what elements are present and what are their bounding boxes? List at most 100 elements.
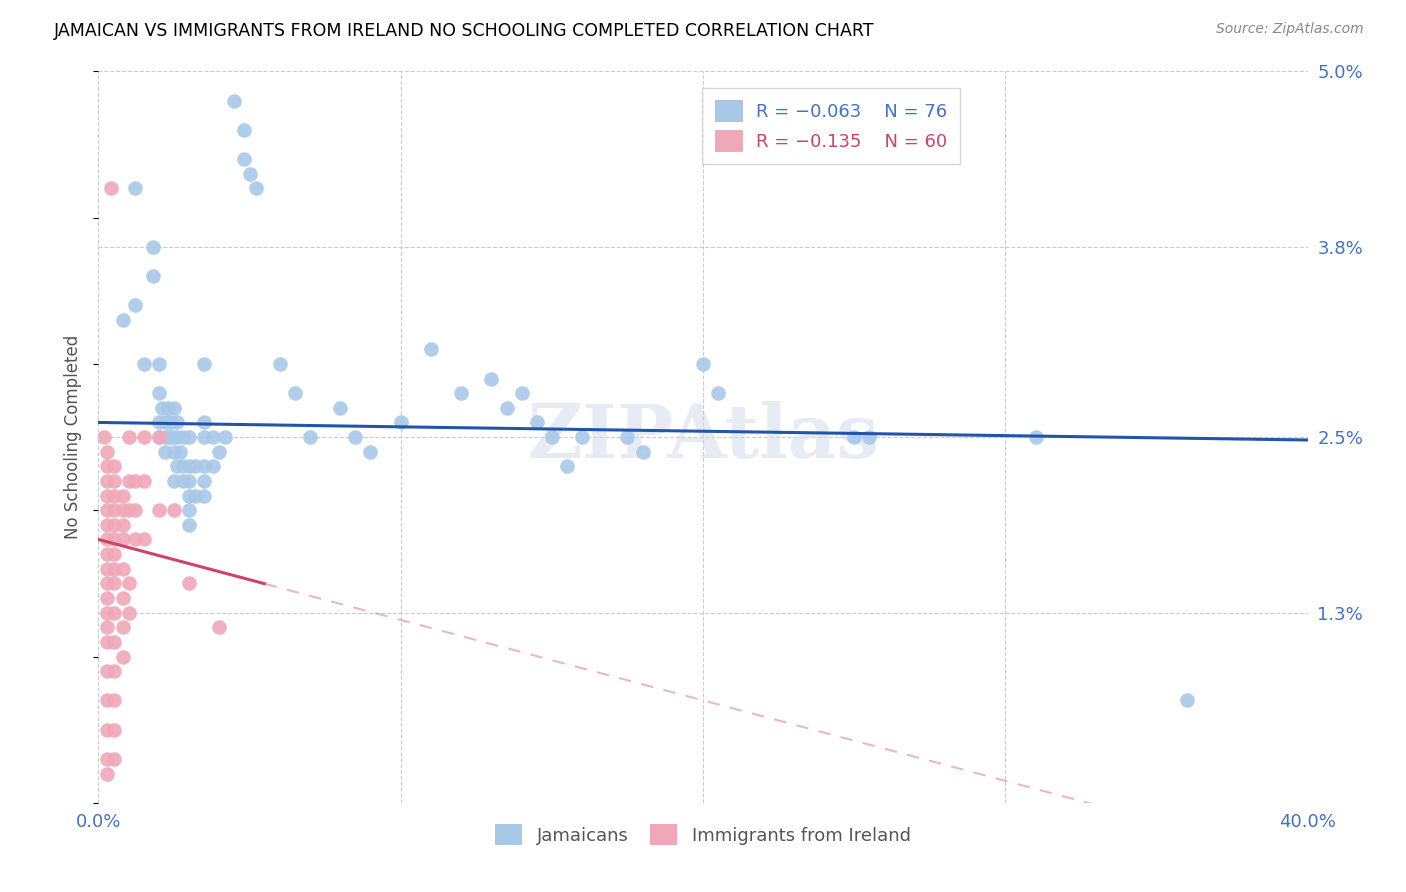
Point xyxy=(111,591,134,605)
Point xyxy=(103,723,125,737)
Point xyxy=(96,693,118,707)
Point xyxy=(329,401,352,415)
Point xyxy=(103,635,125,649)
Point xyxy=(160,416,183,430)
Point xyxy=(96,635,118,649)
Point xyxy=(239,167,262,181)
Point xyxy=(132,357,155,371)
Point xyxy=(166,416,188,430)
Text: Source: ZipAtlas.com: Source: ZipAtlas.com xyxy=(1216,22,1364,37)
Point xyxy=(156,430,179,444)
Point xyxy=(124,503,146,517)
Point xyxy=(208,620,231,634)
Point xyxy=(156,401,179,415)
Point xyxy=(172,474,194,488)
Point xyxy=(179,503,201,517)
Point xyxy=(389,416,412,430)
Point xyxy=(96,752,118,766)
Point xyxy=(193,357,215,371)
Point xyxy=(172,430,194,444)
Point xyxy=(858,430,880,444)
Point xyxy=(269,357,291,371)
Point xyxy=(172,459,194,474)
Point xyxy=(148,430,170,444)
Point xyxy=(96,503,118,517)
Point xyxy=(103,474,125,488)
Point xyxy=(616,430,638,444)
Point xyxy=(214,430,236,444)
Point xyxy=(103,664,125,678)
Point xyxy=(299,430,322,444)
Point xyxy=(555,459,578,474)
Point xyxy=(96,576,118,591)
Point xyxy=(1175,693,1198,707)
Point xyxy=(179,430,201,444)
Point xyxy=(103,547,125,561)
Point xyxy=(707,386,730,401)
Point xyxy=(166,459,188,474)
Point xyxy=(96,474,118,488)
Point xyxy=(202,430,225,444)
Point xyxy=(96,606,118,620)
Point xyxy=(150,401,173,415)
Point xyxy=(118,503,141,517)
Point xyxy=(96,591,118,605)
Point xyxy=(124,474,146,488)
Point xyxy=(179,517,201,532)
Point xyxy=(179,474,201,488)
Point xyxy=(193,489,215,503)
Point xyxy=(132,430,155,444)
Point xyxy=(118,576,141,591)
Point xyxy=(96,620,118,634)
Legend: Jamaicans, Immigrants from Ireland: Jamaicans, Immigrants from Ireland xyxy=(488,817,918,852)
Text: ZIPAtlas: ZIPAtlas xyxy=(527,401,879,474)
Point xyxy=(692,357,714,371)
Point xyxy=(526,416,548,430)
Point xyxy=(103,752,125,766)
Point xyxy=(148,386,170,401)
Point xyxy=(103,533,125,547)
Point xyxy=(148,416,170,430)
Point xyxy=(93,430,115,444)
Point xyxy=(193,430,215,444)
Point xyxy=(103,606,125,620)
Point xyxy=(111,517,134,532)
Point xyxy=(111,489,134,503)
Point xyxy=(118,606,141,620)
Point xyxy=(631,444,654,458)
Point xyxy=(96,517,118,532)
Point xyxy=(124,181,146,195)
Point xyxy=(179,489,201,503)
Point xyxy=(111,562,134,576)
Point xyxy=(132,533,155,547)
Point xyxy=(118,474,141,488)
Point xyxy=(153,416,176,430)
Point xyxy=(245,181,267,195)
Point xyxy=(96,489,118,503)
Point xyxy=(224,94,246,108)
Point xyxy=(360,444,382,458)
Point xyxy=(232,123,254,137)
Point xyxy=(540,430,562,444)
Point xyxy=(156,416,179,430)
Point xyxy=(481,371,503,385)
Point xyxy=(163,444,186,458)
Point xyxy=(284,386,307,401)
Point xyxy=(148,503,170,517)
Point xyxy=(510,386,533,401)
Point xyxy=(96,723,118,737)
Point xyxy=(160,430,183,444)
Point xyxy=(96,444,118,458)
Point xyxy=(202,459,225,474)
Point xyxy=(103,489,125,503)
Point xyxy=(124,533,146,547)
Point xyxy=(124,298,146,312)
Point xyxy=(163,503,186,517)
Point xyxy=(96,533,118,547)
Point xyxy=(148,357,170,371)
Point xyxy=(844,430,866,444)
Point xyxy=(495,401,517,415)
Point xyxy=(166,430,188,444)
Point xyxy=(111,533,134,547)
Point xyxy=(103,503,125,517)
